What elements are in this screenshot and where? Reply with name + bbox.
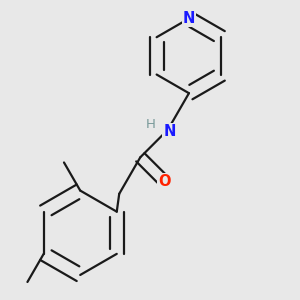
- Text: N: N: [183, 11, 195, 26]
- Text: O: O: [158, 174, 170, 189]
- Text: H: H: [146, 118, 156, 131]
- Text: N: N: [163, 124, 176, 139]
